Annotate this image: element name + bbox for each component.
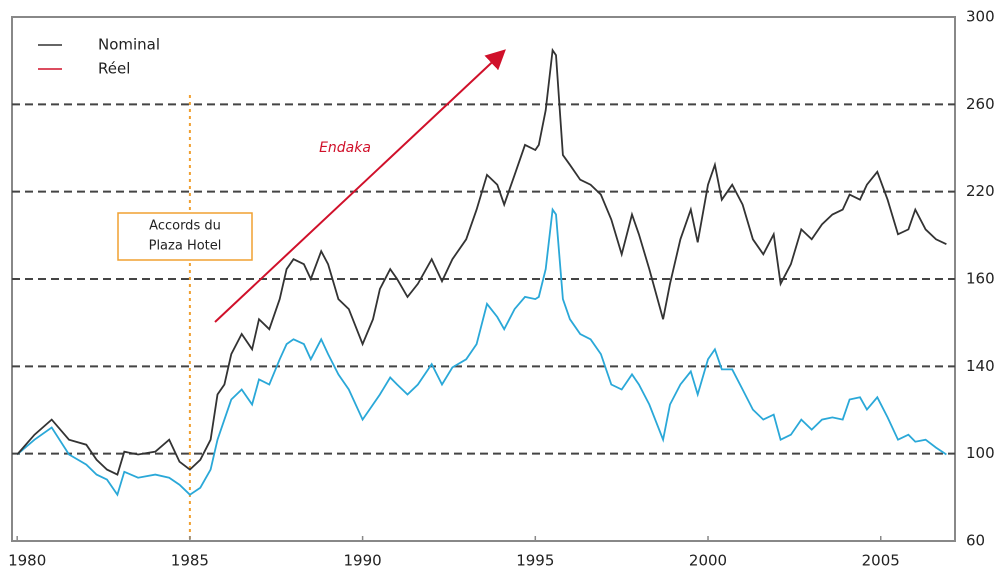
x-tick-label: 1995 — [516, 552, 554, 570]
y-tick-label: 140 — [966, 357, 995, 375]
x-tick-label: 2000 — [689, 552, 727, 570]
y-tick-label: 300 — [966, 8, 995, 26]
x-tick-label: 1990 — [344, 552, 382, 570]
annotation-text: Accords du — [149, 219, 221, 234]
annotation-box — [117, 212, 253, 261]
legend-label: Nominal — [98, 36, 160, 54]
x-tick-label: 2005 — [862, 552, 900, 570]
y-tick-label: 160 — [966, 270, 995, 288]
y-tick-label: 60 — [966, 532, 985, 550]
annotation-text: Plaza Hotel — [149, 239, 222, 254]
endaka-arrow — [214, 49, 506, 323]
y-tick-label: 100 — [966, 444, 995, 462]
legend-label: Réel — [98, 60, 130, 78]
y-tick-label: 220 — [966, 182, 995, 200]
arrow-label: Endaka — [319, 140, 371, 156]
y-tick-label: 260 — [966, 95, 995, 113]
series-line — [16, 47, 947, 476]
series-line — [16, 207, 947, 497]
x-tick-label: 1980 — [8, 552, 46, 570]
x-tick-label: 1985 — [171, 552, 209, 570]
